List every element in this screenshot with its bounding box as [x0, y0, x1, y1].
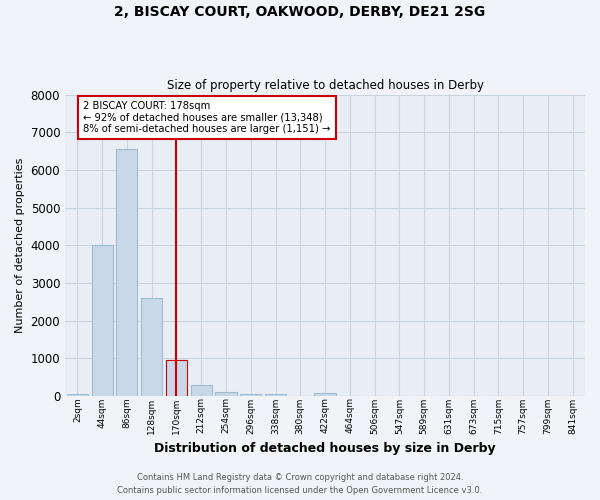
Bar	[191, 385, 212, 396]
Bar	[92, 245, 113, 396]
Text: 2 BISCAY COURT: 178sqm
← 92% of detached houses are smaller (13,348)
8% of semi-: 2 BISCAY COURT: 178sqm ← 92% of detached…	[83, 100, 331, 134]
Y-axis label: Number of detached properties: Number of detached properties	[15, 158, 25, 333]
Bar	[67, 394, 88, 396]
Bar	[116, 149, 137, 396]
Bar	[240, 394, 261, 396]
Bar	[166, 360, 187, 396]
Bar	[141, 298, 162, 396]
Bar	[215, 392, 236, 396]
Bar	[265, 394, 286, 396]
Bar	[314, 394, 335, 396]
Text: Contains HM Land Registry data © Crown copyright and database right 2024.
Contai: Contains HM Land Registry data © Crown c…	[118, 474, 482, 495]
Title: Size of property relative to detached houses in Derby: Size of property relative to detached ho…	[167, 79, 484, 92]
X-axis label: Distribution of detached houses by size in Derby: Distribution of detached houses by size …	[154, 442, 496, 455]
Text: 2, BISCAY COURT, OAKWOOD, DERBY, DE21 2SG: 2, BISCAY COURT, OAKWOOD, DERBY, DE21 2S…	[115, 5, 485, 19]
